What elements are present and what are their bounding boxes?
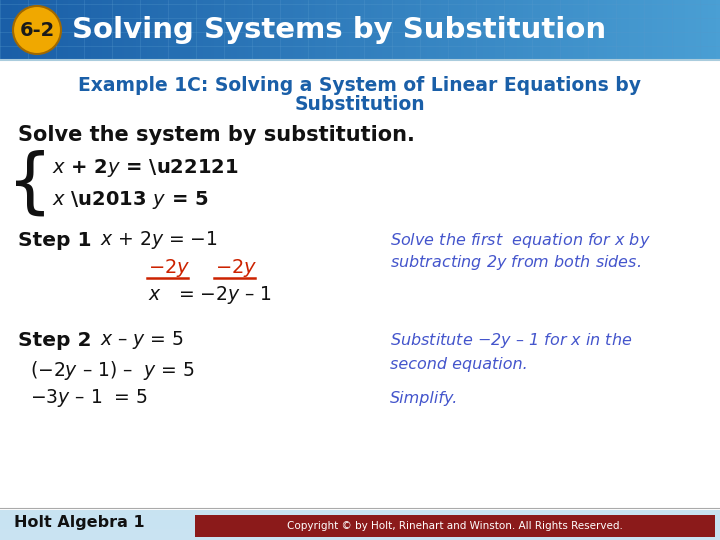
Text: 6-2: 6-2: [19, 21, 55, 39]
Text: Simplify.: Simplify.: [390, 390, 459, 406]
Text: Holt Algebra 1: Holt Algebra 1: [14, 515, 145, 530]
Text: Solving Systems by Substitution: Solving Systems by Substitution: [72, 16, 606, 44]
Text: Copyright © by Holt, Rinehart and Winston. All Rights Reserved.: Copyright © by Holt, Rinehart and Winsto…: [287, 521, 623, 531]
Text: {: {: [7, 150, 53, 219]
Text: Step 1: Step 1: [18, 231, 91, 249]
Text: Substitute −2$y$ – 1 for $x$ in the: Substitute −2$y$ – 1 for $x$ in the: [390, 330, 632, 349]
Text: Solve the first  equation for $x$ by: Solve the first equation for $x$ by: [390, 231, 651, 249]
Text: $x$ – $y$ = 5: $x$ – $y$ = 5: [100, 329, 184, 351]
Bar: [0, 60, 720, 510]
Text: $x$ \u2013 $y$ = 5: $x$ \u2013 $y$ = 5: [52, 189, 209, 211]
Text: $x$: $x$: [148, 286, 162, 305]
Text: −3$y$ – 1  = 5: −3$y$ – 1 = 5: [30, 387, 148, 409]
Text: Substitution: Substitution: [294, 95, 426, 114]
Text: (−2$y$ – 1) –  $y$ = 5: (−2$y$ – 1) – $y$ = 5: [30, 359, 195, 381]
Text: subtracting 2$y$ from both sides.: subtracting 2$y$ from both sides.: [390, 253, 641, 272]
Text: Step 2: Step 2: [18, 330, 91, 349]
Text: −2$y$: −2$y$: [215, 257, 258, 279]
Bar: [195, 515, 715, 537]
Text: = −2$y$ – 1: = −2$y$ – 1: [178, 284, 272, 306]
Text: −2$y$: −2$y$: [148, 257, 191, 279]
Text: second equation.: second equation.: [390, 357, 528, 373]
Text: $x$ + 2$y$ = \u22121: $x$ + 2$y$ = \u22121: [52, 157, 238, 179]
Text: Example 1C: Solving a System of Linear Equations by: Example 1C: Solving a System of Linear E…: [78, 76, 642, 95]
Text: $x$ + 2$y$ = −1: $x$ + 2$y$ = −1: [100, 229, 217, 251]
Text: Solve the system by substitution.: Solve the system by substitution.: [18, 125, 415, 145]
Circle shape: [13, 6, 61, 54]
